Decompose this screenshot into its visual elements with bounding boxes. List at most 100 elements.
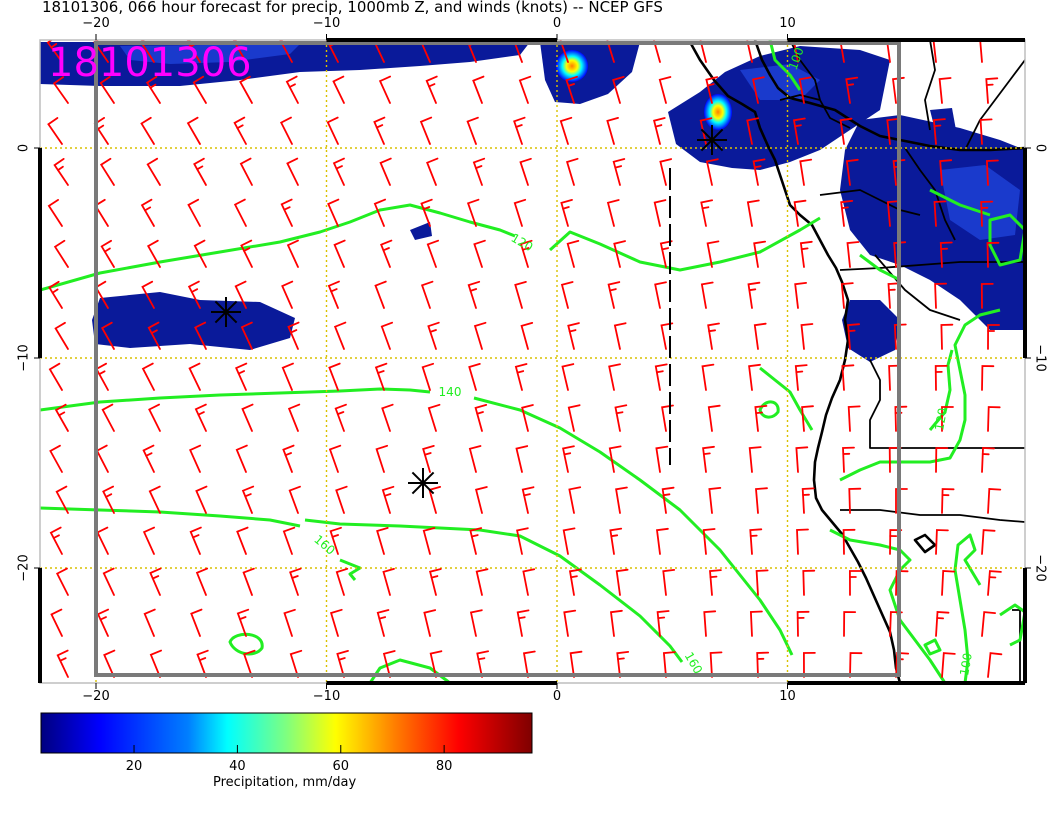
wind-barb-half — [656, 370, 664, 374]
wind-barb — [752, 158, 766, 186]
wind-barb-half — [615, 411, 624, 415]
lat-tick-label: −20 — [1033, 554, 1048, 581]
wind-barb — [55, 567, 69, 596]
wind-barb — [746, 117, 759, 145]
wind-barb — [842, 446, 855, 473]
wind-barb-half — [430, 575, 439, 579]
wind-barb-half — [98, 370, 106, 376]
wind-barb — [979, 40, 983, 63]
contour-label: 100 — [957, 652, 975, 677]
wind-barb — [568, 568, 582, 596]
gulf-of-guinea-coast — [753, 40, 1025, 152]
wind-barb-half — [331, 534, 339, 538]
wind-barb — [700, 281, 714, 309]
wind-barb-half — [617, 657, 625, 660]
wind-barb — [333, 239, 346, 268]
wind-barb — [476, 650, 489, 678]
wind-barb-half — [657, 616, 666, 619]
wind-barb — [186, 116, 201, 145]
wind-barb — [748, 446, 762, 473]
wind-barb — [283, 608, 296, 637]
wind-barb — [289, 567, 302, 596]
lon-tick-label: −10 — [313, 689, 340, 704]
wind-barb — [800, 323, 814, 350]
wind-barb — [935, 529, 949, 555]
wind-barb — [521, 404, 534, 432]
wind-barb — [328, 444, 342, 473]
wind-barb — [429, 568, 442, 596]
contour-140 — [40, 387, 431, 412]
contour-100 — [759, 366, 814, 431]
wind-barb — [233, 198, 247, 227]
wind-barb-half — [52, 534, 60, 539]
wind-barb — [240, 321, 253, 350]
wind-barb — [888, 364, 901, 391]
figure-title: 18101306, 066 hour forecast for precip, … — [42, 0, 663, 16]
precip-area — [930, 108, 956, 134]
wind-barb — [567, 322, 580, 350]
wind-barb — [981, 447, 995, 473]
wind-barb — [703, 610, 717, 637]
wind-barb — [419, 40, 431, 63]
wind-barb-half — [236, 124, 244, 130]
wind-barb — [421, 362, 434, 391]
wind-barb — [895, 570, 909, 596]
wind-barb — [374, 280, 387, 309]
wind-barb — [146, 157, 161, 186]
wind-barb-half — [57, 165, 64, 171]
wind-barb — [653, 199, 667, 227]
wind-barb-half — [244, 493, 252, 498]
wind-barb-half — [517, 616, 526, 620]
lat-tick-label: 0 — [1033, 144, 1048, 152]
wind-barb — [886, 200, 900, 227]
wind-barb — [102, 485, 115, 514]
wind-barb — [373, 198, 386, 227]
wind-barb-half — [748, 288, 757, 292]
wind-barb — [705, 76, 718, 104]
wind-barb — [235, 362, 248, 391]
colorbar-ticks — [133, 745, 445, 753]
wind-barb-half — [841, 206, 849, 209]
wind-barb — [422, 445, 435, 473]
wind-barb — [986, 241, 1000, 268]
wind-barb-half — [97, 124, 105, 130]
wind-barb — [608, 363, 621, 391]
wind-barb — [149, 649, 162, 678]
wind-barb — [792, 40, 799, 63]
wind-barb — [796, 528, 809, 555]
wind-barb — [985, 159, 999, 186]
island — [913, 533, 937, 554]
wind-barb-half — [378, 616, 386, 620]
wind-barb-half — [847, 329, 856, 332]
wind-barb — [522, 650, 536, 678]
wind-barb — [380, 239, 393, 268]
wind-barb — [516, 527, 529, 555]
wind-barb — [654, 281, 667, 309]
wind-barb-half — [755, 411, 763, 414]
wind-barb — [466, 116, 479, 145]
wind-barb — [749, 528, 763, 555]
wind-barb — [467, 280, 481, 309]
wind-barb — [287, 403, 301, 432]
wind-barb-half — [701, 206, 710, 210]
wind-barb-half — [706, 83, 715, 87]
wind-barb — [699, 40, 707, 63]
wind-barb-half — [103, 247, 111, 253]
asterisk-marker — [408, 468, 438, 498]
wind-barb-half — [475, 165, 483, 169]
wind-barb — [143, 608, 156, 637]
asterisk-marker — [697, 125, 727, 155]
wind-barb — [616, 651, 630, 678]
wind-barb-half — [192, 534, 200, 539]
wind-barb-half — [476, 411, 484, 415]
wind-barb — [655, 527, 669, 555]
wind-barb — [473, 321, 487, 350]
wind-barb-half — [198, 657, 207, 662]
wind-barb — [286, 239, 299, 268]
wind-barb — [518, 75, 532, 104]
wind-barb — [52, 76, 69, 104]
wind-barb — [756, 651, 770, 678]
wind-barb-half — [190, 288, 199, 293]
wind-barb-half — [523, 493, 531, 497]
wind-barb — [289, 649, 303, 678]
